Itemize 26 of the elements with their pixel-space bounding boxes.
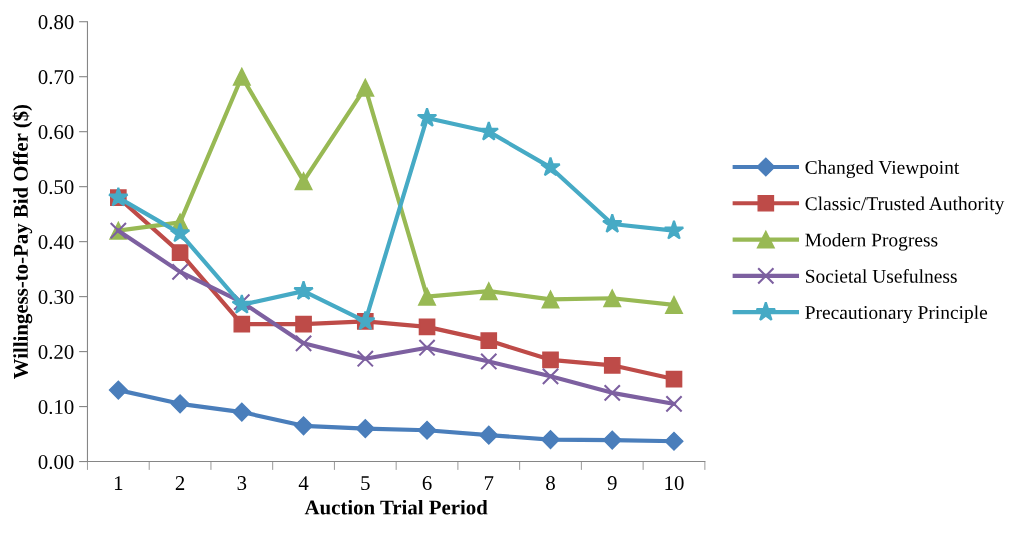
y-tick-label: 0.80 <box>38 15 74 30</box>
x-tick-label: 5 <box>361 476 370 491</box>
legend-label: Changed Viewpoint <box>805 160 960 179</box>
x-tick-label: 3 <box>237 476 247 491</box>
y-axis-title: Willingess-to-Pay Bid Offer ($) <box>12 104 33 379</box>
y-tick-label: 0.30 <box>38 289 74 305</box>
x-tick-label: 6 <box>422 476 432 491</box>
legend-label: Societal Usefulness <box>806 268 957 283</box>
x-tick-label: 9 <box>607 476 617 491</box>
legend-label: Modern Progress <box>805 232 938 251</box>
x-tick-label: 4 <box>298 476 309 490</box>
y-tick-label: 0.50 <box>38 180 74 195</box>
y-tick-label: 0.00 <box>38 454 74 470</box>
y-tick-label: 0.10 <box>38 399 74 415</box>
y-tick-label: 0.60 <box>38 125 74 140</box>
y-tick-label: 0.40 <box>38 235 74 250</box>
x-axis-title: Auction Trial Period <box>304 499 488 515</box>
x-tick-label: 2 <box>175 476 185 490</box>
x-tick-label: 7 <box>484 476 494 490</box>
legend-label: Precautionary Principle <box>805 305 988 324</box>
x-tick-label: 10 <box>665 476 684 491</box>
y-tick-label: 0.20 <box>38 344 74 360</box>
x-tick-label: 1 <box>114 476 123 490</box>
x-tick-label: 8 <box>546 476 555 491</box>
y-tick-label: 0.70 <box>38 70 74 85</box>
legend-label: Classic/Trusted Authority <box>805 196 1005 215</box>
